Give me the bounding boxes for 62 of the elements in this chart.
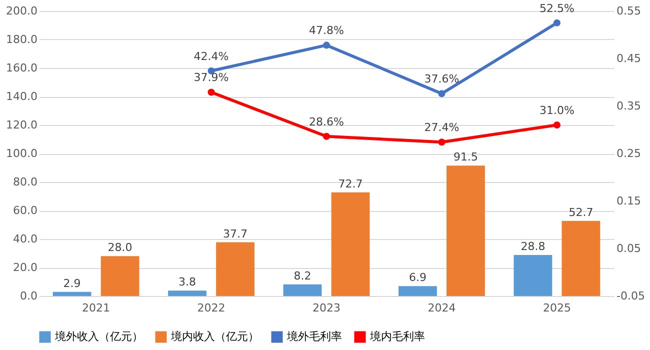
x-tick-label: 2023 xyxy=(312,302,340,314)
point xyxy=(322,42,330,49)
y2-tick-label: 0.45 xyxy=(616,52,641,65)
point xyxy=(438,138,446,146)
y2-tick-label: 0.35 xyxy=(616,100,641,112)
bar xyxy=(562,220,600,296)
bar xyxy=(398,286,437,296)
point xyxy=(208,88,215,96)
data-label: 2.9 xyxy=(63,276,81,290)
legend-label: 境内收入（亿元） xyxy=(170,330,259,343)
point xyxy=(553,19,560,26)
y-tick-label: 40.0 xyxy=(13,232,38,246)
data-label: 37.6% xyxy=(424,72,460,86)
data-label: 42.4% xyxy=(194,50,229,63)
y-tick-label: 80.0 xyxy=(13,176,38,188)
y-tick-label: 160.0 xyxy=(6,62,38,74)
x-tick-label: 2025 xyxy=(542,302,571,314)
legend-label: 境外收入（亿元） xyxy=(54,330,143,343)
y-tick-label: 180.0 xyxy=(6,33,38,46)
x-tick-label: 2022 xyxy=(197,302,226,314)
y-tick-label: 140.0 xyxy=(6,90,38,103)
data-label: 91.5 xyxy=(453,150,478,164)
y2-tick-label: 0.25 xyxy=(616,147,641,160)
bar xyxy=(52,292,92,296)
y-tick-label: 100.0 xyxy=(6,147,38,160)
point xyxy=(553,121,560,129)
y2-tick-label: 0.15 xyxy=(616,194,641,208)
y2-tick-label: 0.55 xyxy=(616,4,641,18)
point xyxy=(322,132,330,140)
bar xyxy=(514,254,552,296)
data-label: 8.2 xyxy=(294,269,312,282)
data-label: 28.6% xyxy=(309,115,344,128)
legend-label: 境外毛利率 xyxy=(286,330,342,343)
data-label: 37.7 xyxy=(223,227,248,240)
bar xyxy=(216,242,254,296)
y-tick-label: 0.0 xyxy=(20,290,38,302)
x-tick-label: 2021 xyxy=(82,302,110,314)
data-label: 28.8 xyxy=(520,240,546,253)
data-label: 3.8 xyxy=(178,276,196,289)
y-tick-label: 200.0 xyxy=(6,4,38,18)
data-label: 31.0% xyxy=(539,104,574,117)
data-label: 47.8% xyxy=(309,24,344,38)
bar xyxy=(331,192,370,296)
bar xyxy=(100,256,140,296)
bar xyxy=(168,290,206,296)
y2-tick-label: -0.05 xyxy=(616,290,645,302)
y2-tick-label: 0.05 xyxy=(616,242,641,255)
point xyxy=(438,90,446,98)
data-label: 28.0 xyxy=(108,241,132,254)
legend-label: 境内毛利率 xyxy=(369,330,425,343)
bar xyxy=(446,166,485,296)
x-tick-label: 2024 xyxy=(428,302,456,314)
data-label: 27.4% xyxy=(424,121,460,134)
data-label: 52.7 xyxy=(568,206,594,219)
data-label: 52.5% xyxy=(539,2,574,15)
bar xyxy=(283,284,322,296)
data-label: 37.9% xyxy=(194,71,229,84)
y-tick-label: 120.0 xyxy=(6,118,38,132)
y-tick-label: 60.0 xyxy=(13,204,38,217)
y-tick-label: 20.0 xyxy=(13,261,38,274)
data-label: 72.7 xyxy=(338,177,363,190)
data-label: 6.9 xyxy=(408,271,426,284)
